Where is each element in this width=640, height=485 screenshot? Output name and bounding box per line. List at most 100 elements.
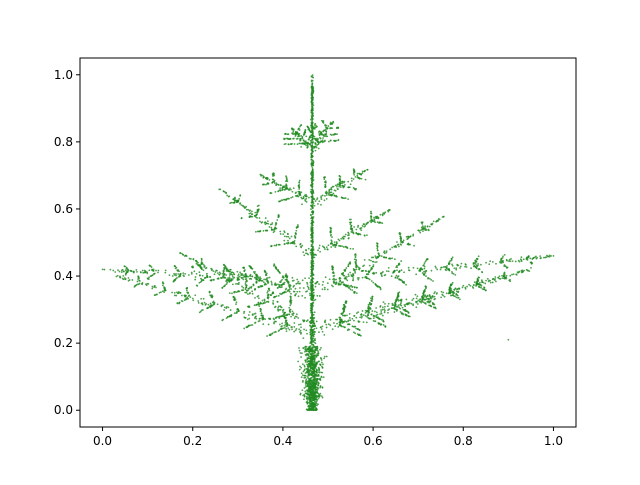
scatter-point [475, 266, 478, 269]
scatter-point [351, 279, 354, 282]
scatter-point [347, 234, 349, 237]
scatter-point [312, 173, 315, 175]
scatter-point [312, 288, 315, 291]
scatter-point [325, 197, 328, 200]
scatter-point [353, 173, 356, 176]
scatter-point [363, 225, 366, 228]
scatter-point [200, 262, 203, 265]
scatter-point [415, 306, 418, 309]
scatter-point [364, 178, 367, 181]
scatter-point [212, 303, 215, 306]
scatter-point [323, 355, 326, 358]
scatter-point [321, 245, 324, 248]
scatter-point [136, 270, 138, 273]
scatter-point [310, 367, 313, 370]
scatter-point [288, 290, 291, 293]
scatter-point [302, 195, 305, 198]
scatter-point [287, 235, 290, 238]
scatter-point [202, 279, 205, 281]
scatter-point [153, 272, 156, 275]
scatter-point [298, 129, 301, 131]
scatter-point [151, 269, 154, 272]
scatter-point [229, 272, 232, 275]
scatter-point [217, 277, 220, 280]
scatter-point [303, 142, 306, 145]
scatter-point [277, 269, 280, 271]
scatter-point [359, 173, 362, 176]
scatter-point [241, 204, 244, 207]
scatter-point [309, 294, 311, 297]
scatter-point [164, 271, 167, 274]
scatter-point [309, 396, 312, 399]
scatter-point [314, 400, 316, 403]
scatter-point [489, 281, 492, 284]
scatter-point [311, 82, 314, 85]
scatter-point [292, 132, 294, 135]
scatter-point [530, 267, 532, 269]
scatter-point [311, 104, 314, 106]
scatter-point [329, 227, 332, 230]
scatter-point [253, 317, 256, 319]
scatter-point [345, 276, 348, 278]
scatter-point [275, 244, 277, 247]
scatter-point [309, 398, 312, 401]
scatter-point [260, 174, 263, 177]
scatter-point [288, 286, 291, 288]
scatter-point [176, 302, 179, 305]
scatter-point [291, 328, 293, 331]
scatter-point [247, 314, 250, 316]
scatter-point [311, 324, 314, 327]
scatter-point [358, 268, 361, 271]
scatter-point [373, 216, 375, 219]
scatter-point [356, 232, 358, 235]
scatter-point [249, 274, 251, 277]
scatter-point [342, 246, 345, 248]
scatter-point [420, 229, 422, 232]
scatter-point [263, 278, 265, 281]
scatter-point [206, 275, 208, 278]
scatter-point [309, 292, 311, 295]
scatter-point [309, 325, 312, 328]
scatter-point [309, 353, 312, 356]
scatter-point [233, 273, 236, 276]
scatter-point [311, 363, 314, 366]
scatter-point [381, 306, 384, 309]
scatter-point [244, 273, 247, 276]
scatter-point [309, 281, 312, 284]
scatter-point [164, 289, 167, 291]
scatter-point [310, 326, 313, 329]
scatter-point [304, 384, 307, 386]
scatter-point [223, 276, 225, 279]
scatter-point [449, 290, 451, 293]
scatter-point [119, 276, 122, 279]
scatter-point [312, 405, 315, 407]
scatter-point [372, 317, 375, 320]
scatter-point [353, 258, 356, 261]
scatter-point [223, 273, 226, 275]
scatter-point [310, 196, 313, 198]
scatter-point [309, 139, 312, 142]
scatter-point [183, 294, 186, 297]
scatter-point [548, 254, 551, 257]
scatter-point [187, 274, 190, 276]
scatter-point [394, 302, 397, 305]
scatter-point [375, 311, 378, 314]
scatter-point [311, 236, 313, 239]
scatter-point [307, 365, 310, 367]
scatter-point [488, 263, 491, 266]
scatter-point [475, 264, 478, 267]
scatter-point [228, 292, 231, 295]
scatter-point [233, 290, 236, 293]
scatter-point [283, 188, 286, 191]
scatter-point [277, 330, 280, 332]
scatter-point [285, 185, 288, 187]
scatter-point [383, 256, 385, 259]
scatter-point [356, 172, 359, 175]
scatter-point [353, 292, 356, 294]
scatter-point [173, 291, 176, 294]
scatter-point [274, 306, 276, 309]
scatter-point [303, 376, 306, 379]
scatter-point [341, 185, 344, 188]
scatter-point [407, 243, 410, 246]
scatter-point [301, 389, 304, 392]
